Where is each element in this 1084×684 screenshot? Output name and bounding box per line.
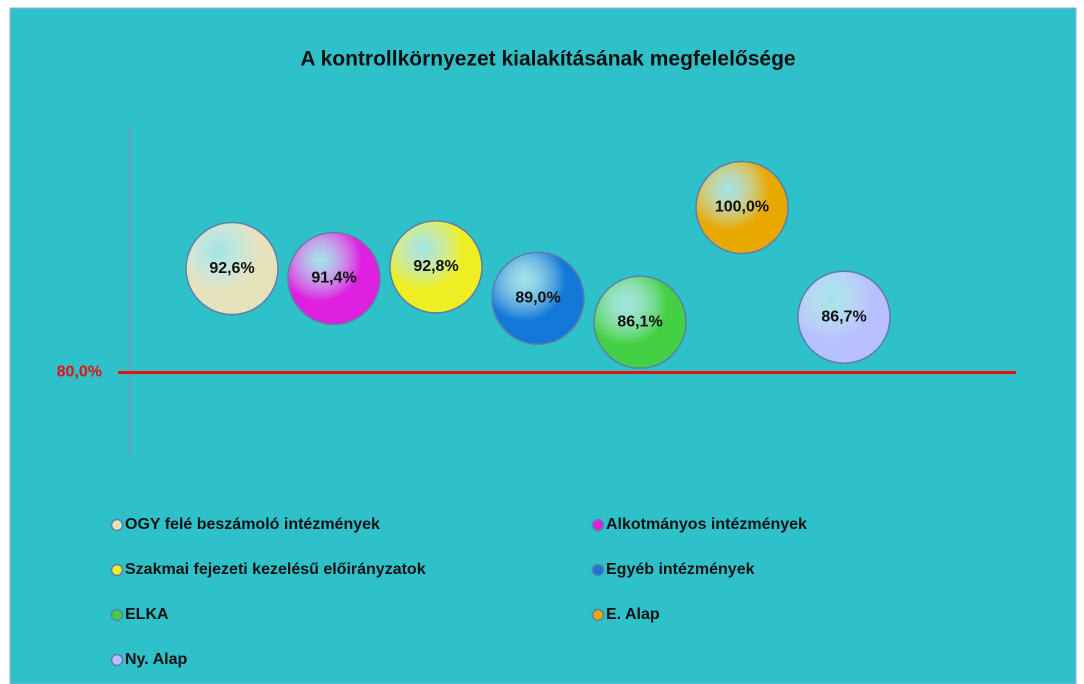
data-label: 91,4%: [311, 270, 356, 287]
legend-label: Ny. Alap: [125, 651, 187, 668]
bubble: [695, 160, 789, 255]
legend-label: OGY felé beszámoló intézmények: [125, 516, 380, 533]
legend-label: E. Alap: [606, 606, 660, 623]
bubble: [389, 220, 483, 314]
data-label: 86,7%: [821, 308, 866, 325]
legend-label: Egyéb intézmények: [606, 561, 755, 578]
legend-swatch: [591, 563, 605, 577]
chart-background: [9, 7, 1077, 684]
data-label: 86,1%: [617, 313, 662, 330]
legend-label: Szakmai fejezeti kezelésű előirányzatok: [125, 561, 426, 578]
legend-swatch: [110, 653, 124, 667]
legend-label: Alkotmányos intézmények: [606, 516, 807, 533]
legend-swatch: [591, 518, 605, 532]
bubble: [797, 270, 891, 364]
bubble: [287, 231, 381, 326]
legend-label: ELKA: [125, 606, 169, 623]
legend-swatch: [110, 608, 124, 622]
data-label: 89,0%: [515, 289, 560, 306]
bubble: [185, 221, 279, 316]
bubble: [593, 275, 687, 369]
data-label: 92,6%: [209, 260, 254, 277]
chart-title: A kontrollkörnyezet kialakításának megfe…: [300, 48, 795, 71]
legend-swatch: [591, 608, 605, 622]
legend-swatch: [110, 518, 124, 532]
data-label: 92,8%: [413, 258, 458, 275]
data-label: 100,0%: [715, 199, 769, 216]
legend-swatch: [110, 563, 124, 577]
bubble: [491, 251, 585, 345]
reference-label: 80,0%: [57, 364, 102, 381]
